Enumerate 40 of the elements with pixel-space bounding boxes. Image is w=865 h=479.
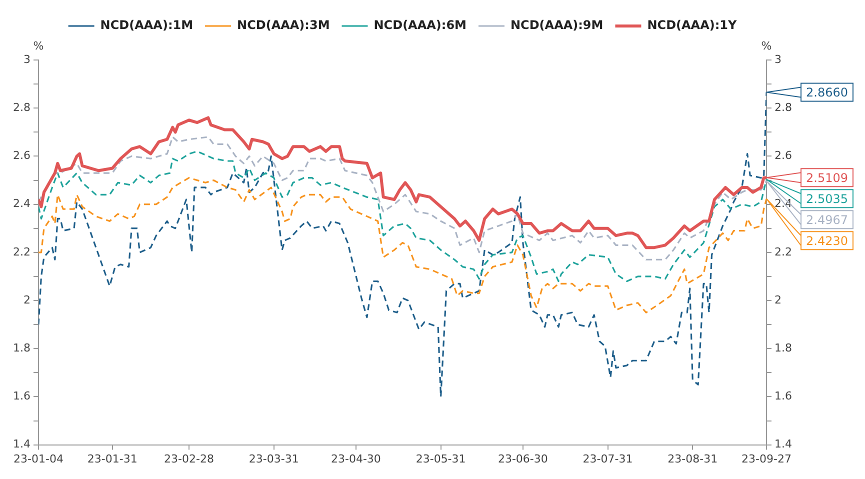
x-tick-label: 23-09-27 [742,452,792,466]
y2-tick-label: 3 [774,52,782,66]
legend-label: NCD(AAA):6M [374,18,466,32]
legend-label: NCD(AAA):9M [510,18,604,32]
x-tick-label: 23-08-31 [668,452,718,466]
y-tick-label: 2.2 [12,245,30,258]
y2-tick-label: 1.8 [774,341,792,354]
y-tick-label: 2 [23,293,30,306]
y-tick-label: 1.8 [12,341,30,354]
x-tick-label: 23-04-30 [331,452,381,466]
data-label: 2.8660 [806,85,848,100]
y2-tick-label: 2.4 [774,197,792,210]
y2-tick-label: 2 [774,293,782,306]
x-tick-label: 23-01-31 [87,452,138,466]
y2-tick-label: 2.2 [774,245,792,258]
x-tick-label: 23-02-28 [164,452,214,466]
x-tick-label: 23-01-04 [14,452,64,466]
data-label: 2.5109 [806,170,848,185]
x-tick-label: 23-05-31 [416,452,466,466]
y-axis-title: % [33,39,44,52]
x-tick-label: 23-03-31 [248,452,299,466]
legend-label: NCD(AAA):3M [237,18,330,32]
y-tick-label: 2.8 [12,100,30,114]
legend-label: NCD(AAA):1Y [647,18,738,32]
y2-axis-title: % [761,39,772,52]
y-tick-label: 2.4 [12,197,30,210]
legend-label: NCD(AAA):1M [100,18,194,32]
x-tick-label: 23-06-30 [498,452,548,466]
data-label: 2.4967 [806,212,848,227]
y2-tick-label: 2.6 [774,149,792,162]
y-tick-label: 1.6 [12,390,30,403]
y-tick-label: 2.6 [12,149,30,162]
y-tick-label: 3 [23,52,30,66]
y2-tick-label: 1.6 [774,390,792,403]
y2-tick-label: 2.8 [774,100,792,114]
x-tick-label: 23-07-31 [582,452,633,466]
data-label: 2.5035 [806,192,848,206]
y2-tick-label: 1.4 [774,438,792,451]
y-tick-label: 1.4 [12,438,30,451]
data-label: 2.4230 [806,234,848,248]
